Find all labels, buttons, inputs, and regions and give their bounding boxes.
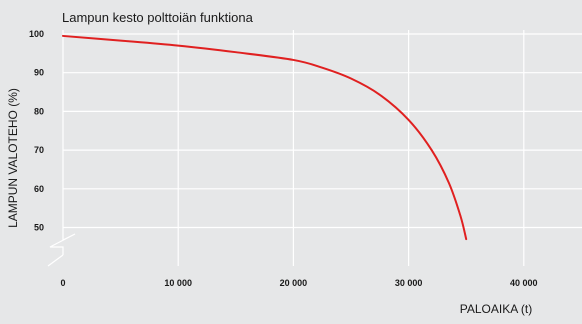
x-tick-label: 40 000 bbox=[510, 278, 538, 288]
y-axis-break bbox=[47, 231, 76, 267]
chart-title: Lampun kesto polttoiän funktiona bbox=[62, 10, 254, 25]
grid bbox=[62, 30, 582, 266]
y-ticks: 50 60 70 80 90 100 bbox=[29, 29, 44, 233]
x-tick-label: 30 000 bbox=[395, 278, 423, 288]
x-ticks: 0 10 000 20 000 30 000 40 000 bbox=[60, 278, 537, 288]
y-tick-label: 50 bbox=[34, 223, 44, 233]
series-line bbox=[62, 34, 468, 241]
series bbox=[62, 34, 468, 241]
x-axis-label: PALOAIKA (t) bbox=[460, 302, 532, 316]
y-axis-label: LAMPUN VALOTEHO (%) bbox=[6, 88, 20, 228]
y-tick-label: 80 bbox=[34, 106, 44, 116]
y-tick-label: 100 bbox=[29, 29, 44, 39]
x-tick-label: 10 000 bbox=[164, 278, 192, 288]
x-tick-label: 20 000 bbox=[280, 278, 308, 288]
y-tick-label: 90 bbox=[34, 68, 44, 78]
y-tick-label: 60 bbox=[34, 184, 44, 194]
y-tick-label: 70 bbox=[34, 145, 44, 155]
x-tick-label: 0 bbox=[60, 278, 65, 288]
